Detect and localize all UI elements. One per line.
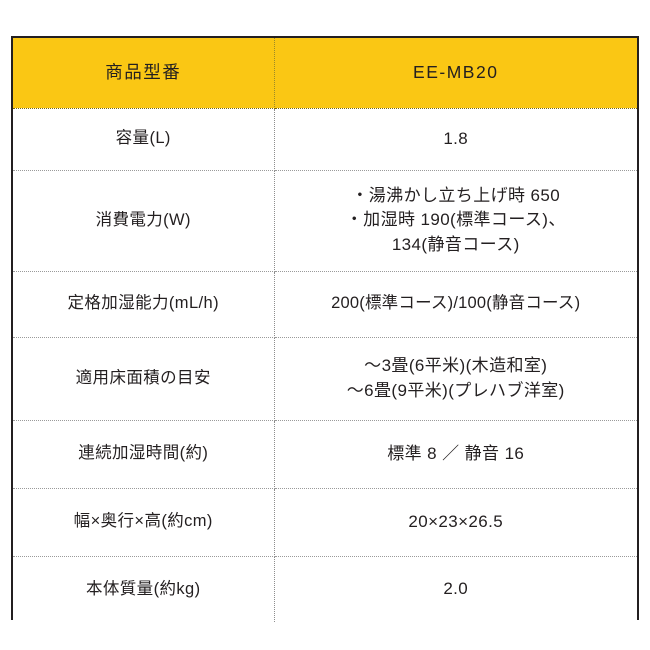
row-label-text: 消費電力(W) bbox=[95, 210, 191, 229]
row-value-cell: 2.0 bbox=[274, 556, 637, 622]
row-value-text: ・湯沸かし立ち上げ時 650 ・加湿時 190(標準コース)、 134(静音コー… bbox=[345, 186, 566, 254]
table-row: 連続加湿時間(約) 標準 8 ／ 静音 16 bbox=[13, 420, 637, 489]
row-label-text: 容量(L) bbox=[115, 129, 171, 148]
row-label-text: 定格加湿能力(mL/h) bbox=[67, 294, 219, 313]
row-label-cell: 本体質量(約kg) bbox=[13, 556, 275, 622]
row-value-cell: 1.8 bbox=[274, 108, 637, 171]
row-value-cell: ～3畳(6平米)(木造和室) ～6畳(9平米)(プレハブ洋室) bbox=[274, 337, 637, 421]
row-value-text: 20×23×26.5 bbox=[408, 511, 504, 531]
row-label-cell: 容量(L) bbox=[13, 108, 275, 171]
row-value-cell: ・湯沸かし立ち上げ時 650 ・加湿時 190(標準コース)、 134(静音コー… bbox=[274, 170, 637, 272]
header-label-text: 商品型番 bbox=[105, 62, 182, 83]
table-row: 定格加湿能力(mL/h) 200(標準コース)/100(静音コース) bbox=[13, 271, 637, 338]
row-label-cell: 定格加湿能力(mL/h) bbox=[13, 271, 275, 338]
row-label-cell: 連続加湿時間(約) bbox=[13, 420, 275, 489]
row-label-text: 適用床面積の目安 bbox=[75, 368, 211, 387]
row-value-cell: 20×23×26.5 bbox=[274, 488, 637, 557]
table-row: 容量(L) 1.8 bbox=[13, 108, 637, 171]
header-value-text: EE-MB20 bbox=[413, 62, 499, 83]
table-row: 消費電力(W) ・湯沸かし立ち上げ時 650 ・加湿時 190(標準コース)、 … bbox=[13, 170, 637, 272]
row-value-text: ～3畳(6平米)(木造和室) ～6畳(9平米)(プレハブ洋室) bbox=[346, 356, 565, 400]
row-label-cell: 適用床面積の目安 bbox=[13, 337, 275, 421]
table-header-row: 商品型番 EE-MB20 bbox=[13, 38, 637, 109]
row-label-text: 連続加湿時間(約) bbox=[78, 444, 209, 463]
table-row: 適用床面積の目安 ～3畳(6平米)(木造和室) ～6畳(9平米)(プレハブ洋室) bbox=[13, 337, 637, 421]
specification-table: 商品型番 EE-MB20 容量(L) 1.8 消費電力(W) bbox=[13, 38, 637, 622]
row-value-text: 200(標準コース)/100(静音コース) bbox=[331, 294, 581, 313]
row-label-cell: 幅×奥行×高(約cm) bbox=[13, 488, 275, 557]
specification-table-container: 商品型番 EE-MB20 容量(L) 1.8 消費電力(W) bbox=[11, 36, 639, 622]
row-value-text: 1.8 bbox=[443, 128, 469, 148]
table-row: 本体質量(約kg) 2.0 bbox=[13, 556, 637, 622]
row-value-cell: 標準 8 ／ 静音 16 bbox=[274, 420, 637, 489]
row-value-text: 標準 8 ／ 静音 16 bbox=[387, 443, 525, 463]
row-label-text: 幅×奥行×高(約cm) bbox=[73, 512, 213, 531]
row-value-cell: 200(標準コース)/100(静音コース) bbox=[274, 271, 637, 338]
header-cell-value: EE-MB20 bbox=[274, 38, 637, 109]
header-cell-label: 商品型番 bbox=[13, 38, 275, 109]
row-label-cell: 消費電力(W) bbox=[13, 170, 275, 272]
row-value-text: 2.0 bbox=[443, 579, 469, 599]
row-label-text: 本体質量(約kg) bbox=[85, 579, 201, 598]
specification-table-body: 商品型番 EE-MB20 容量(L) 1.8 消費電力(W) bbox=[13, 38, 637, 622]
table-row: 幅×奥行×高(約cm) 20×23×26.5 bbox=[13, 488, 637, 557]
